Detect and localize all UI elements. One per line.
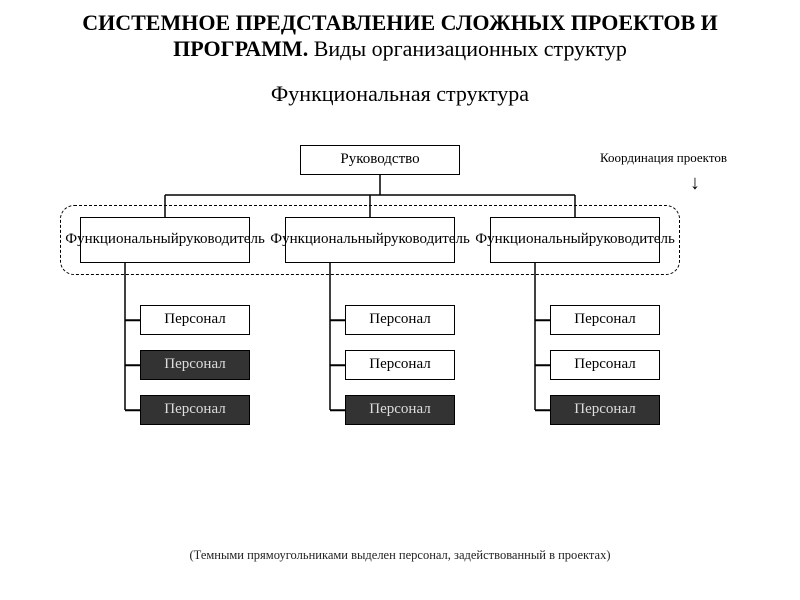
connector-stub	[535, 319, 551, 321]
staff-box: Персонал	[140, 305, 250, 335]
connector-stub	[125, 409, 141, 411]
root-management-box: Руководство	[300, 145, 460, 175]
connector-stub	[535, 409, 551, 411]
root-label: Руководство	[340, 151, 419, 168]
page-title: СИСТЕМНОЕ ПРЕДСТАВЛЕНИЕ СЛОЖНЫХ ПРОЕКТОВ…	[0, 0, 800, 63]
staff-box-project: Персонал	[140, 350, 250, 380]
arrow-down-icon: ↓	[690, 173, 700, 193]
coordination-label: Координация проектов	[600, 150, 727, 166]
connector-stub	[125, 319, 141, 321]
staff-box-project: Персонал	[550, 395, 660, 425]
diagram-subtitle: Функциональная структура	[0, 81, 800, 107]
staff-box: Персонал	[345, 305, 455, 335]
title-light: Виды организационных структур	[308, 36, 627, 61]
functional-manager-box: Функциональныйруководитель	[490, 217, 660, 263]
staff-box: Персонал	[550, 350, 660, 380]
org-chart-diagram: Координация проектов ↓ Руководство Функц…	[0, 135, 800, 555]
connector-lines	[0, 135, 800, 555]
functional-manager-box: Функциональныйруководитель	[80, 217, 250, 263]
connector-stub	[330, 319, 346, 321]
connector-stub	[330, 409, 346, 411]
functional-manager-box: Функциональныйруководитель	[285, 217, 455, 263]
staff-box: Персонал	[550, 305, 660, 335]
connector-stub	[535, 364, 551, 366]
staff-box-project: Персонал	[140, 395, 250, 425]
connector-stub	[125, 364, 141, 366]
connector-stub	[330, 364, 346, 366]
footnote-text: (Темными прямоугольниками выделен персон…	[0, 548, 800, 563]
staff-box-project: Персонал	[345, 395, 455, 425]
staff-box: Персонал	[345, 350, 455, 380]
